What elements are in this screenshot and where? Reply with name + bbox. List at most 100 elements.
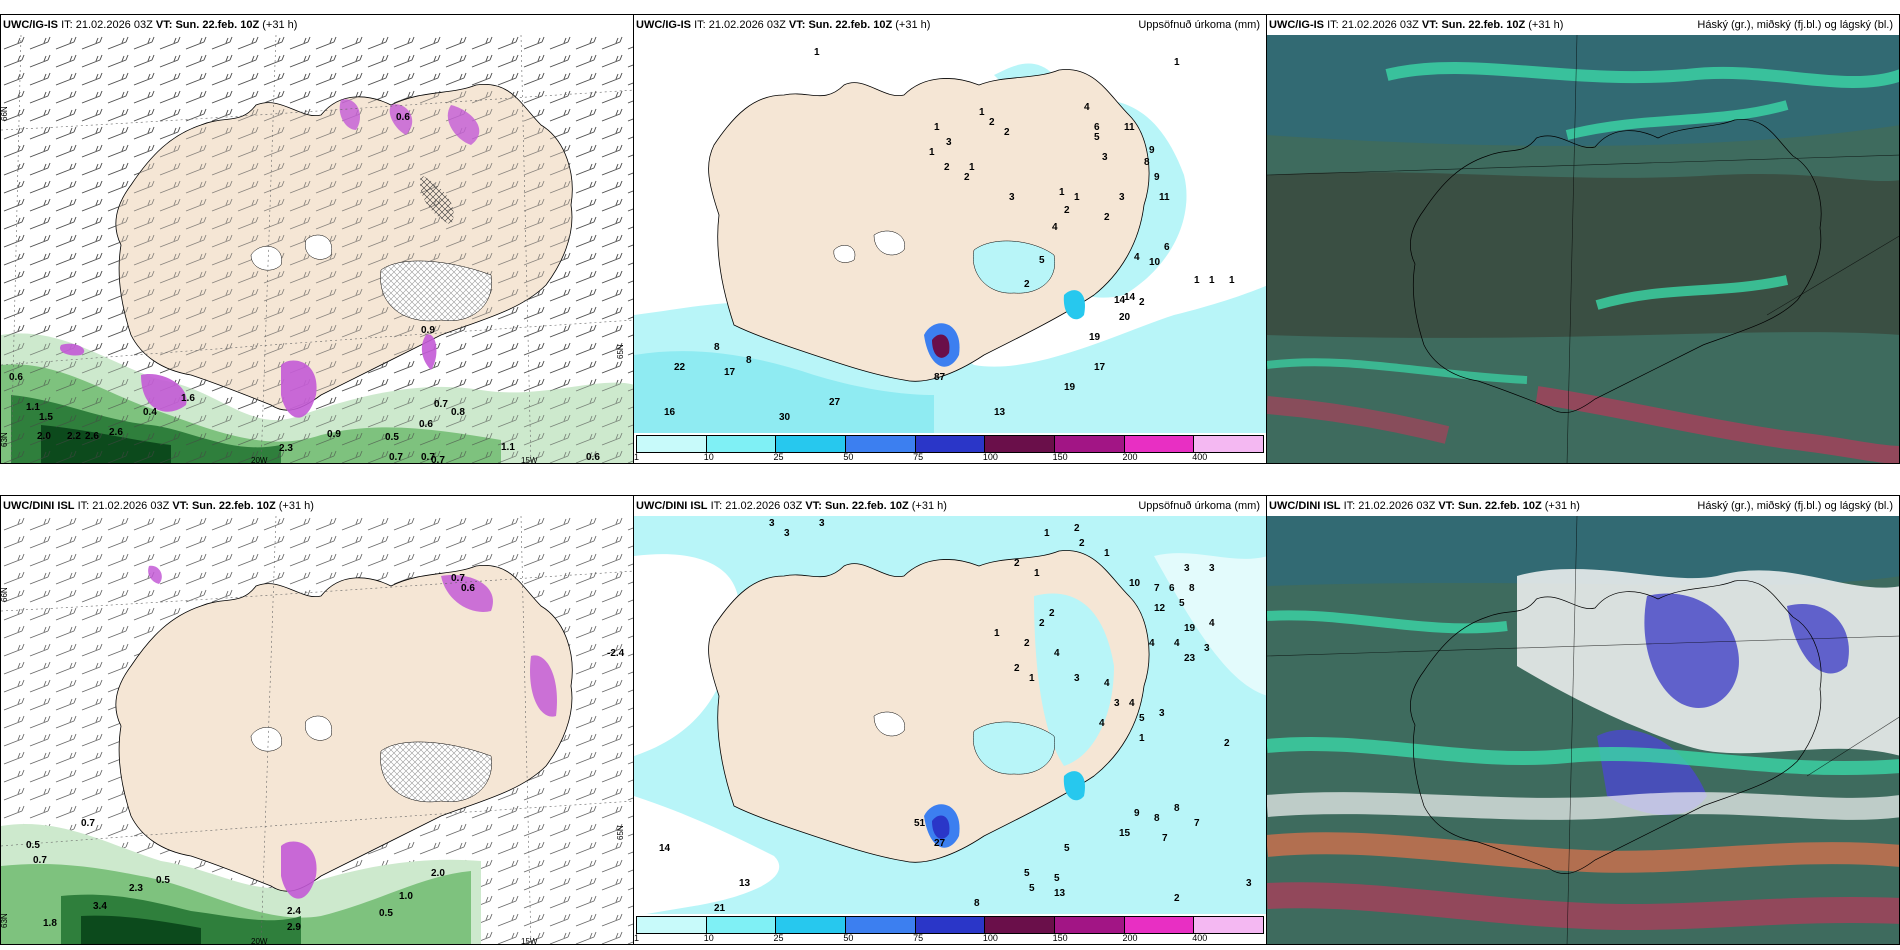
svg-text:13: 13 — [1054, 888, 1066, 899]
svg-text:2.0: 2.0 — [37, 431, 51, 442]
svg-text:66N: 66N — [1, 106, 9, 121]
svg-text:1: 1 — [1139, 733, 1145, 744]
legend-swatch — [1124, 917, 1195, 933]
svg-text:4: 4 — [1084, 102, 1090, 113]
svg-text:1.1: 1.1 — [501, 442, 515, 453]
panel-header: UWC/DINI ISL IT: 21.02.2026 03Z VT: Sun.… — [1, 496, 633, 516]
svg-text:2: 2 — [1024, 279, 1030, 290]
svg-text:1: 1 — [929, 147, 935, 158]
panel-clouds-bottom: UWC/DINI ISL IT: 21.02.2026 03Z VT: Sun.… — [1266, 495, 1900, 945]
svg-text:5: 5 — [1024, 868, 1030, 879]
legend-colorbar — [636, 916, 1264, 934]
svg-text:21: 21 — [714, 903, 726, 914]
svg-text:2: 2 — [1049, 608, 1055, 619]
svg-text:0.9: 0.9 — [421, 325, 435, 336]
svg-text:2.3: 2.3 — [279, 443, 293, 454]
legend-swatch — [706, 436, 777, 452]
svg-text:0.7: 0.7 — [81, 818, 95, 829]
svg-text:1.1: 1.1 — [26, 402, 40, 413]
svg-text:4: 4 — [1052, 222, 1058, 233]
panel-precip-bottom: UWC/DINI ISL IT: 21.02.2026 03Z VT: Sun.… — [633, 495, 1267, 945]
iceland-outline — [1409, 580, 1822, 875]
svg-text:19: 19 — [1184, 623, 1196, 634]
svg-text:0.5: 0.5 — [26, 840, 40, 851]
legend-swatch — [846, 436, 916, 452]
svg-text:0.4: 0.4 — [143, 407, 157, 418]
svg-text:1: 1 — [934, 122, 940, 133]
svg-text:11: 11 — [1159, 192, 1170, 203]
legend-swatch — [637, 436, 707, 452]
svg-text:4: 4 — [1104, 678, 1110, 689]
svg-text:3: 3 — [1184, 563, 1190, 574]
svg-text:0.7: 0.7 — [421, 452, 435, 463]
svg-text:15: 15 — [1119, 828, 1131, 839]
wind-values: 0.5 0.7 -2.4 0.7 0.6 0.5 2.3 3.4 1.8 2.4… — [26, 573, 625, 933]
legend-label: 1 — [634, 452, 640, 462]
svg-text:3: 3 — [1159, 708, 1165, 719]
svg-text:3: 3 — [1114, 698, 1120, 709]
svg-text:4: 4 — [1134, 252, 1140, 263]
legend-swatch — [1124, 436, 1195, 452]
svg-text:2: 2 — [989, 117, 995, 128]
svg-text:23: 23 — [1184, 653, 1196, 664]
svg-text:2: 2 — [944, 162, 950, 173]
svg-text:3: 3 — [1119, 192, 1125, 203]
svg-text:1.6: 1.6 — [181, 393, 195, 404]
svg-text:2.6: 2.6 — [85, 431, 99, 442]
legend-labels: 1 10 25 50 75 100 150 200 400 — [634, 933, 1266, 944]
svg-text:2: 2 — [1104, 212, 1110, 223]
panel-header: UWC/DINI ISL IT: 21.02.2026 03Z VT: Sun.… — [634, 496, 1266, 516]
precip-values: 1 1 2 1 2 3 1 1 2 4 6 11 5 3 9 8 9 11 3 … — [664, 47, 1235, 423]
legend-swatch — [1055, 917, 1125, 933]
svg-text:6: 6 — [1169, 583, 1175, 594]
svg-text:0.6: 0.6 — [586, 452, 600, 463]
svg-text:0.5: 0.5 — [385, 432, 399, 443]
legend-label: 10 — [703, 933, 714, 943]
svg-text:1.8: 1.8 — [43, 918, 57, 929]
svg-text:1: 1 — [1229, 275, 1235, 286]
svg-text:8: 8 — [1144, 157, 1150, 168]
svg-text:1: 1 — [979, 107, 985, 118]
svg-text:14: 14 — [1114, 295, 1126, 306]
svg-text:0.7: 0.7 — [434, 399, 448, 410]
svg-text:2: 2 — [1004, 127, 1010, 138]
svg-text:7: 7 — [1154, 583, 1160, 594]
panel-header: UWC/DINI ISL IT: 21.02.2026 03Z VT: Sun.… — [1267, 496, 1899, 516]
panel-header: UWC/IG-IS IT: 21.02.2026 03Z VT: Sun. 22… — [1267, 15, 1899, 35]
svg-text:2.3: 2.3 — [129, 883, 143, 894]
svg-text:2: 2 — [1014, 663, 1020, 674]
legend-label: 50 — [843, 933, 854, 943]
svg-text:4: 4 — [1054, 648, 1060, 659]
svg-text:4: 4 — [1099, 718, 1105, 729]
svg-text:1: 1 — [1209, 275, 1215, 286]
svg-text:2: 2 — [1079, 538, 1085, 549]
svg-text:2: 2 — [1074, 523, 1080, 534]
svg-text:0.6: 0.6 — [461, 583, 475, 594]
svg-text:8: 8 — [1189, 583, 1195, 594]
svg-text:2.0: 2.0 — [431, 868, 445, 879]
legend-label: 200 — [1122, 933, 1138, 943]
legend-swatch — [846, 917, 916, 933]
svg-text:9: 9 — [1149, 145, 1155, 156]
svg-text:0.7: 0.7 — [431, 455, 445, 464]
panel-wind-bottom: UWC/DINI ISL IT: 21.02.2026 03Z VT: Sun.… — [0, 495, 634, 945]
svg-text:2: 2 — [1224, 738, 1230, 749]
iceland-outline — [1409, 119, 1822, 414]
legend-swatch — [985, 917, 1056, 933]
svg-text:66N: 66N — [1, 587, 9, 602]
svg-text:6: 6 — [1094, 122, 1100, 133]
iceland-landmass — [115, 564, 573, 892]
svg-text:1: 1 — [1104, 548, 1110, 559]
svg-text:1: 1 — [969, 162, 975, 173]
svg-text:5: 5 — [1029, 883, 1035, 894]
legend-swatch — [1055, 436, 1125, 452]
legend-label: 75 — [913, 452, 924, 462]
legend-swatch — [1194, 917, 1264, 933]
svg-text:2: 2 — [1174, 893, 1180, 904]
svg-text:1: 1 — [1034, 568, 1040, 579]
svg-text:14: 14 — [659, 843, 671, 854]
svg-text:1: 1 — [814, 47, 820, 58]
precip-legend: 1 10 25 50 75 100 150 200 400 — [634, 914, 1266, 944]
svg-text:3: 3 — [769, 518, 775, 529]
svg-text:0.6: 0.6 — [419, 419, 433, 430]
